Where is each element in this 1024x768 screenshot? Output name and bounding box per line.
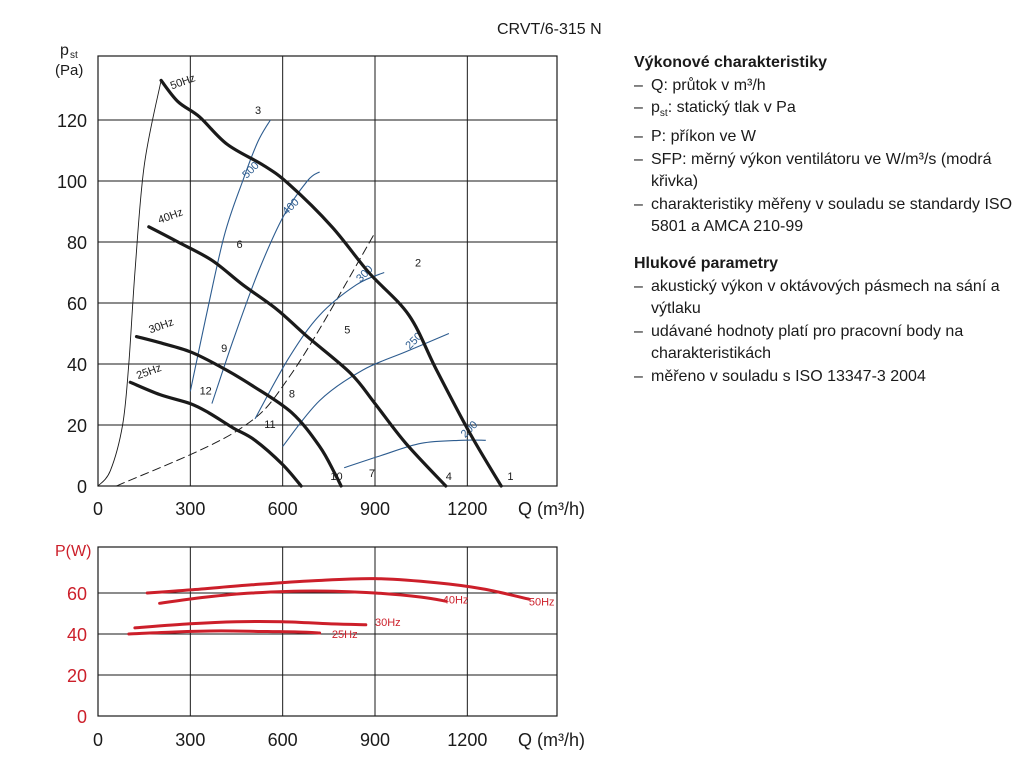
x-tick-label: 0 <box>93 730 103 750</box>
chart-title: CRVT/6-315 N <box>497 21 602 38</box>
operating-point-label: 9 <box>221 343 227 355</box>
y-tick-label: 60 <box>67 584 87 604</box>
fan-curve <box>159 78 503 488</box>
performance-item: Q: průtok v m³/h <box>634 75 1014 98</box>
y-axis-title-subscript: st <box>70 50 78 61</box>
operating-point-label: 4 <box>446 471 452 483</box>
fan-curve-label: 50Hz <box>169 72 197 92</box>
performance-item: P: příkon ve W <box>634 126 1014 149</box>
x-tick-label: 900 <box>360 499 390 519</box>
x-tick-label: 300 <box>175 730 205 750</box>
fan-curve <box>147 225 448 488</box>
power-curve <box>145 577 531 601</box>
x-tick-label: 300 <box>175 499 205 519</box>
power-curve-label: 50Hz <box>529 596 555 608</box>
fan-curve-label: 25Hz <box>135 362 163 382</box>
performance-item: charakteristiky měřeny v souladu se stan… <box>634 194 1014 239</box>
sfp-curve <box>282 332 450 447</box>
x-tick-label: 600 <box>268 730 298 750</box>
fan-curve <box>134 335 343 488</box>
y-tick-label: 120 <box>57 111 87 131</box>
y-tick-label: 20 <box>67 416 87 436</box>
y-axis-title: p <box>60 42 69 59</box>
x-axis-title: Q (m³/h) <box>518 730 585 750</box>
noise-heading: Hlukové parametry <box>634 254 779 272</box>
fan-curve-label: 40Hz <box>156 206 184 226</box>
y-axis-unit: (Pa) <box>55 62 83 79</box>
sfp-curve <box>211 171 320 404</box>
operating-point-label: 11 <box>264 419 275 431</box>
y-tick-label: 0 <box>77 707 87 727</box>
operating-point-label: 2 <box>415 257 421 269</box>
power-curve <box>158 589 448 605</box>
operating-point-label: 7 <box>369 468 375 480</box>
operating-point-label: 6 <box>237 239 243 251</box>
operating-point-label: 8 <box>289 389 295 401</box>
power-curve <box>127 629 322 636</box>
noise-item: udávané hodnoty platí pro pracovní body … <box>634 321 1014 366</box>
operating-point-label: 1 <box>507 471 513 483</box>
operating-point-label: 5 <box>344 325 350 337</box>
performance-heading: Výkonové charakteristiky <box>634 54 827 71</box>
x-tick-label: 1200 <box>447 730 487 750</box>
fan-curve-label: 30Hz <box>147 316 175 336</box>
operating-point-label: 3 <box>255 105 261 117</box>
system-curve <box>116 232 376 487</box>
sfp-label: 400 <box>280 196 301 217</box>
power-curve <box>133 619 368 630</box>
plot-frame <box>97 546 558 717</box>
sfp-curve <box>344 439 486 469</box>
x-tick-label: 0 <box>93 499 103 519</box>
plot-frame <box>97 55 558 487</box>
x-tick-label: 1200 <box>447 499 487 519</box>
x-tick-label: 600 <box>268 499 298 519</box>
performance-item: SFP: měrný výkon ventilátoru ve W/m³/s (… <box>634 149 1014 194</box>
y-tick-label: 40 <box>67 355 87 375</box>
noise-list: akustický výkon v oktávových pásmech na … <box>634 276 1014 389</box>
operating-point-label: 10 <box>330 471 342 483</box>
x-axis-title: Q (m³/h) <box>518 499 585 519</box>
y-axis-title: P(W) <box>55 543 91 560</box>
power-curve-label: 40Hz <box>443 594 469 606</box>
y-tick-label: 100 <box>57 172 87 192</box>
operating-point-label: 12 <box>200 386 212 398</box>
notes-panel: Výkonové charakteristiky Q: průtok v m³/… <box>634 52 1014 403</box>
performance-item: pst: statický tlak v Pa <box>634 97 1014 126</box>
sfp-curve <box>254 271 385 420</box>
x-tick-label: 900 <box>360 730 390 750</box>
noise-item: akustický výkon v oktávových pásmech na … <box>634 276 1014 321</box>
power-curve-label: 25Hz <box>332 629 358 641</box>
y-tick-label: 40 <box>67 625 87 645</box>
y-tick-label: 0 <box>77 477 87 497</box>
power-curve-label: 30Hz <box>375 617 401 629</box>
y-tick-label: 20 <box>67 666 87 686</box>
y-tick-label: 60 <box>67 294 87 314</box>
sfp-curve <box>189 119 271 392</box>
y-tick-label: 80 <box>67 233 87 253</box>
fan-curve <box>128 380 303 488</box>
ambient-curve <box>97 80 162 487</box>
noise-item: měřeno v souladu s ISO 13347-3 2004 <box>634 366 1014 389</box>
performance-list: Q: průtok v m³/h pst: statický tlak v Pa… <box>634 75 1014 239</box>
